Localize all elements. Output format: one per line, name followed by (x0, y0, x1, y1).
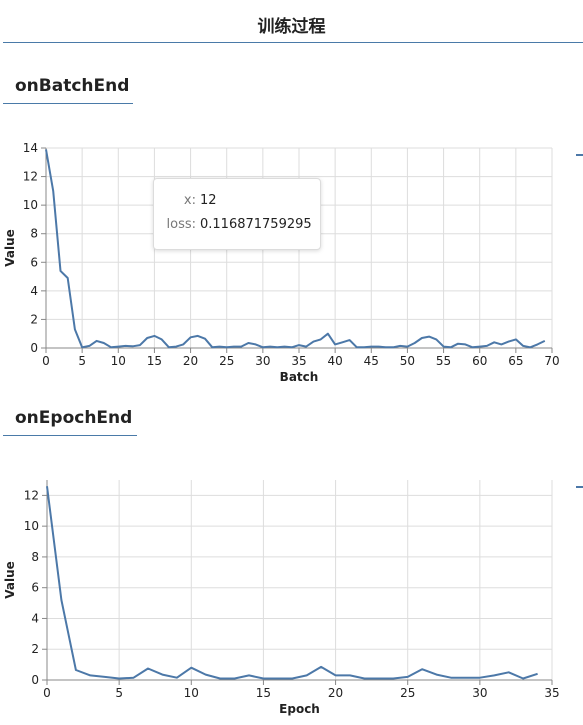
batch-x-tick-label: 15 (147, 354, 162, 368)
epoch-x-tick-label: 0 (43, 686, 51, 700)
batch-x-tick-label: 60 (472, 354, 487, 368)
tooltip-loss-key: loss: (166, 217, 197, 232)
batch-x-tick-label: 35 (291, 354, 306, 368)
epoch-y-tick-label: 0 (31, 673, 39, 687)
epoch-y-tick-label: 2 (31, 642, 39, 656)
batch-x-axis-title: Batch (280, 370, 319, 384)
epoch-x-tick-label: 25 (400, 686, 415, 700)
batch-y-tick-label: 4 (30, 284, 38, 298)
batch-section-heading: onBatchEnd (15, 76, 130, 96)
title-divider (3, 42, 583, 43)
epoch-x-tick-label: 15 (256, 686, 271, 700)
batch-loss-chart: 0 5 10 15 20 25 30 35 40 45 50 55 60 65 70 0 2 4 6 8 10 12 14 B… (3, 141, 583, 384)
batch-y-tick-label: 10 (23, 198, 38, 212)
page-title: 训练过程 (257, 17, 326, 37)
epoch-loss-chart: 0 5 10 15 20 25 30 35 0 2 4 6 8 10 12 Epoch Value (3, 480, 583, 716)
batch-y-tick-label: 0 (30, 341, 38, 355)
epoch-y-tick-label: 12 (24, 488, 39, 502)
batch-x-tick-label: 40 (328, 354, 343, 368)
batch-x-tick-label: 25 (219, 354, 234, 368)
batch-x-tick-label: 5 (78, 354, 86, 368)
epoch-y-tick-label: 8 (31, 550, 39, 564)
batch-x-tick-label: 45 (364, 354, 379, 368)
epoch-x-tick-label: 35 (544, 686, 559, 700)
batch-x-tick-label: 70 (544, 354, 559, 368)
batch-x-tick-label: 30 (255, 354, 270, 368)
batch-y-tick-label: 6 (30, 255, 38, 269)
batch-x-tick-label: 65 (508, 354, 523, 368)
batch-x-tick-label: 50 (400, 354, 415, 368)
epoch-y-tick-label: 6 (31, 581, 39, 595)
tooltip-loss-value: 0.116871759295 (200, 217, 312, 232)
epoch-x-tick-label: 10 (184, 686, 199, 700)
epoch-x-axis-title: Epoch (279, 702, 320, 716)
tooltip-x-value: 12 (200, 193, 217, 208)
epoch-y-axis-title: Value (3, 561, 17, 599)
batch-x-tick-label: 0 (42, 354, 50, 368)
batch-y-tick-label: 8 (30, 227, 38, 241)
epoch-section-underline (3, 435, 137, 436)
epoch-section-heading: onEpochEnd (15, 408, 133, 428)
epoch-y-tick-label: 4 (31, 611, 39, 625)
epoch-x-tick-label: 5 (115, 686, 123, 700)
batch-section-underline (3, 103, 133, 104)
batch-y-axis-title: Value (3, 229, 17, 267)
epoch-x-tick-label: 20 (328, 686, 343, 700)
tooltip-x-key: x: (183, 193, 196, 208)
batch-loss-line (45, 149, 546, 349)
batch-x-tick-label: 55 (436, 354, 451, 368)
batch-x-tick-label: 20 (183, 354, 198, 368)
epoch-y-tick-label: 10 (24, 519, 39, 533)
batch-y-tick-label: 14 (23, 141, 38, 155)
epoch-x-tick-label: 30 (472, 686, 487, 700)
batch-y-tick-label: 12 (23, 170, 38, 184)
loss-tooltip: x: 12 loss: 0.116871759295 (153, 178, 321, 250)
batch-x-tick-label: 10 (111, 354, 126, 368)
epoch-loss-line (46, 486, 538, 680)
batch-y-tick-label: 2 (30, 312, 38, 326)
